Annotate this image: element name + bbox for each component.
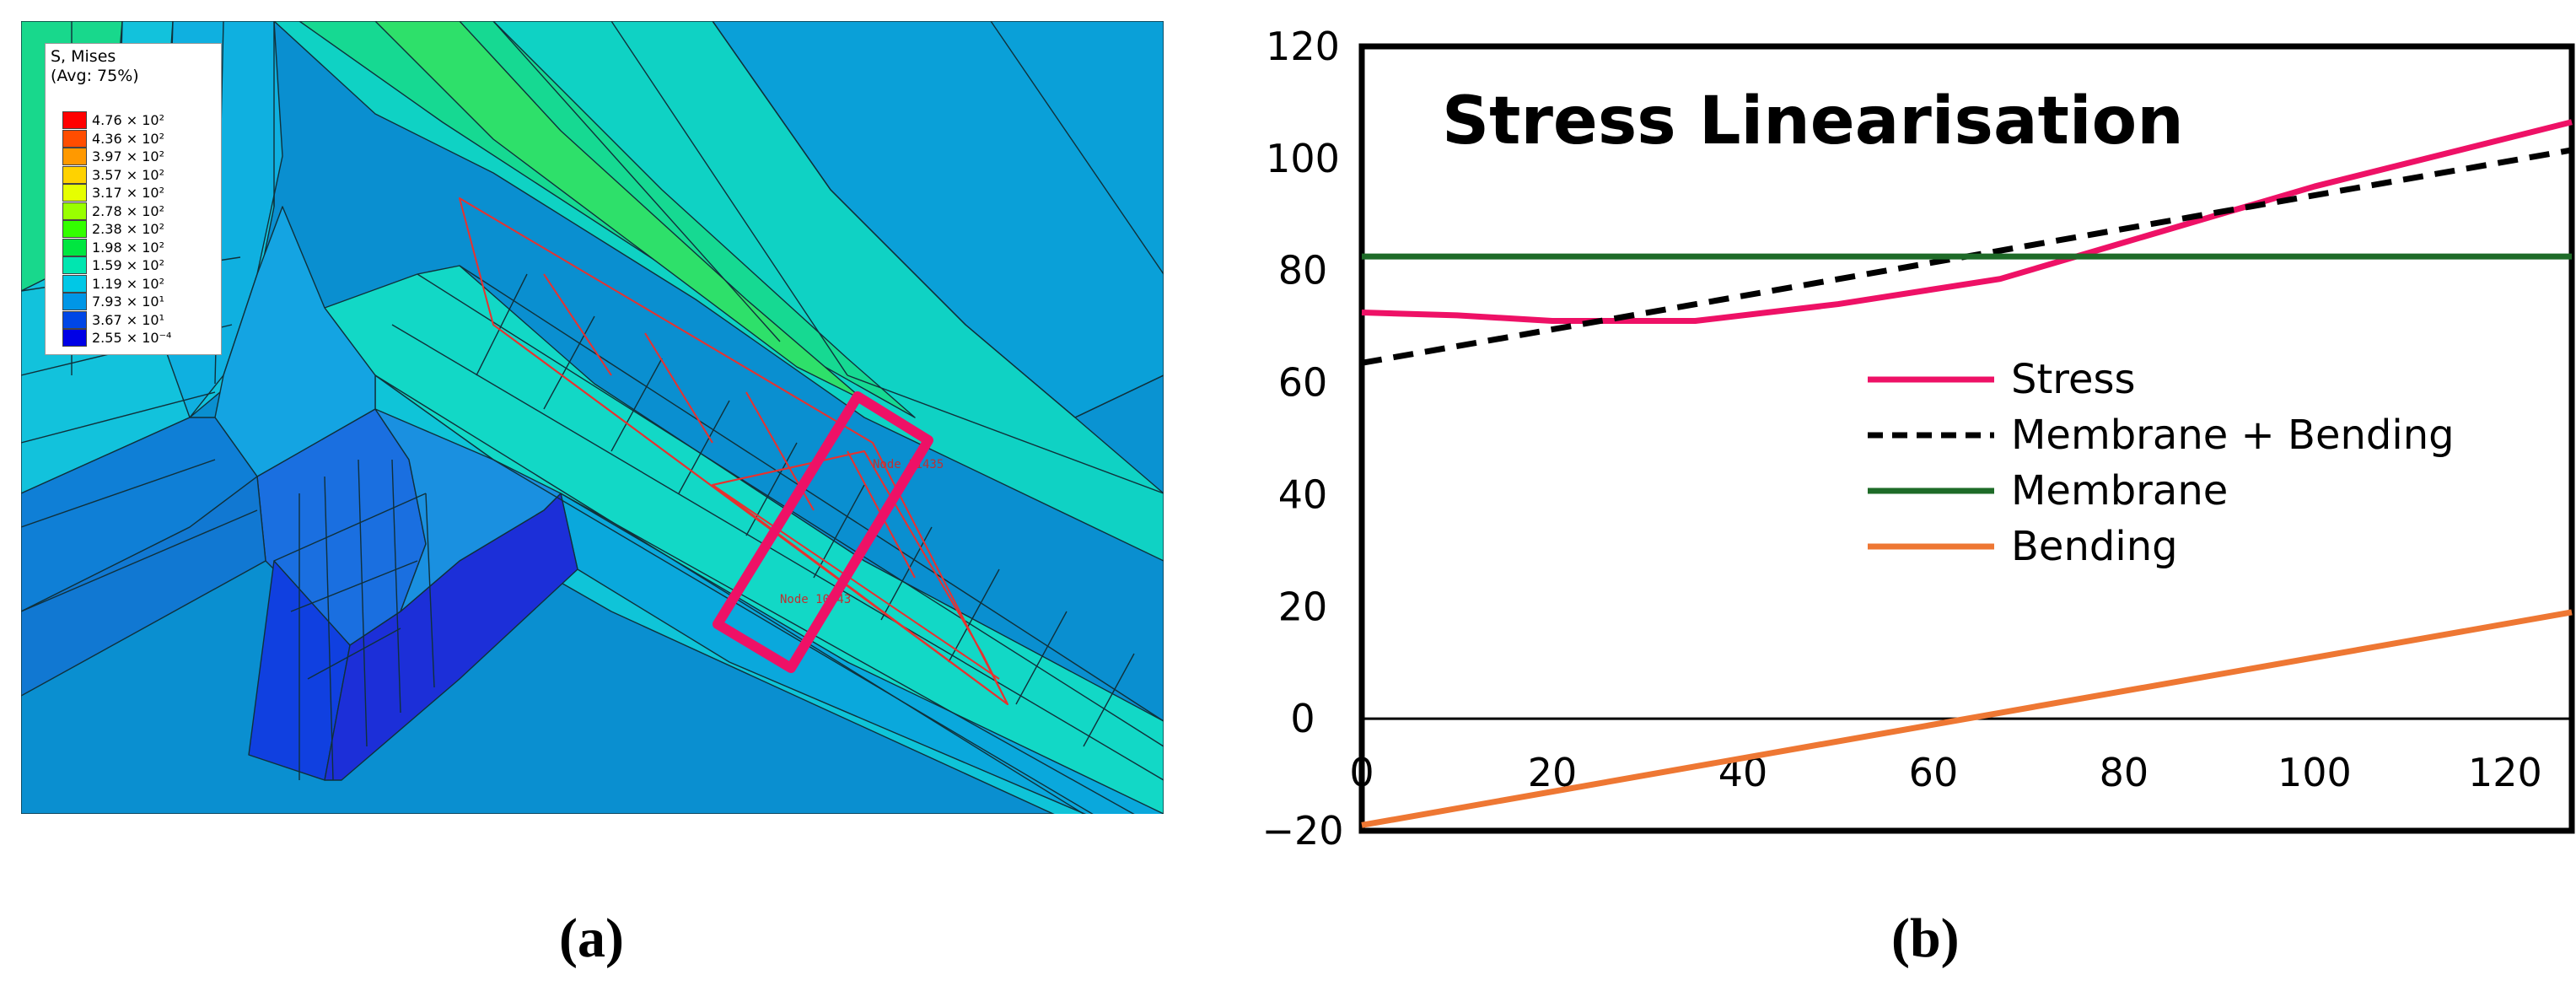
y-tick-label: 0 — [1290, 696, 1315, 741]
x-tick-label: 120 — [2468, 750, 2542, 795]
x-tick-label: 60 — [1909, 750, 1959, 795]
contour-legend-value: 3.97 × 10² — [92, 148, 164, 164]
contour-legend-title: S, Mises (Avg: 75%) — [51, 47, 139, 85]
legend-label: Membrane — [2011, 467, 2228, 514]
chart-legend: Stress Membrane + Bending Membrane Bending — [1868, 356, 2455, 570]
y-tick-label: −20 — [1261, 808, 1343, 854]
contour-legend-level: 3.17 × 10² — [62, 184, 214, 202]
y-tick-label: 80 — [1278, 248, 1328, 294]
contour-legend-level: 3.57 × 10² — [62, 165, 214, 184]
contour-legend-swatch — [62, 202, 87, 220]
contour-legend-value: 2.78 × 10² — [92, 202, 164, 219]
contour-legend-swatch — [62, 148, 87, 165]
contour-legend-swatch — [62, 293, 87, 310]
fea-panel: Node 11435 Node 10143 S, Mises (Avg: 75%… — [21, 21, 1164, 814]
contour-legend-value: 1.59 × 10² — [92, 257, 164, 273]
fea-contour-plot: Node 11435 Node 10143 — [21, 21, 1164, 814]
contour-legend-level: 3.67 × 10¹ — [62, 310, 214, 329]
contour-legend-value: 3.17 × 10² — [92, 185, 164, 201]
highlight-rectangle — [713, 391, 933, 673]
series-line-bending — [1361, 609, 2573, 828]
linearisation-path — [459, 197, 1008, 705]
mesh-left-bottom — [21, 476, 266, 697]
contour-legend-swatch — [62, 129, 87, 148]
contour-legend-level: 2.78 × 10² — [62, 202, 214, 220]
contour-legend-value: 1.19 × 10² — [92, 275, 164, 292]
y-tick-label: 60 — [1278, 360, 1328, 406]
y-tick-label: 100 — [1266, 136, 1340, 181]
x-tick-label: 100 — [2278, 750, 2352, 795]
x-axis-ticks: 0 20 40 60 80 100 120 — [1349, 750, 2541, 795]
contour-legend-value: 3.67 × 10¹ — [92, 311, 164, 328]
contour-legend-level: 1.98 × 10² — [62, 238, 214, 256]
contour-legend-value: 1.98 × 10² — [92, 239, 164, 256]
legend-label: Bending — [2011, 523, 2178, 570]
contour-legend-swatch — [62, 184, 87, 202]
mesh-web-lower — [374, 408, 562, 612]
contour-legend-value: 7.93 × 10¹ — [92, 294, 164, 310]
chart-title: Stress Linearisation — [1442, 83, 2184, 159]
contour-legend-swatch — [62, 329, 87, 347]
stress-linearisation-chart: −20 0 20 40 60 80 100 120 0 20 40 60 80 100 120 Stres… — [1261, 24, 2575, 854]
y-tick-label: 40 — [1278, 471, 1328, 517]
series-layer — [1361, 119, 2573, 828]
caption-b: (b) — [1891, 908, 1960, 969]
contour-legend-level: 7.93 × 10¹ — [62, 293, 214, 310]
x-tick-label: 80 — [2100, 750, 2149, 795]
plot-frame — [1358, 43, 2575, 834]
caption-a: (a) — [559, 908, 624, 969]
contour-legend-level: 2.55 × 10⁻⁴ — [62, 329, 214, 347]
contour-legend-swatch — [62, 256, 87, 274]
x-tick-label: 0 — [1349, 750, 1374, 795]
contour-legend-level: 4.36 × 10² — [62, 129, 214, 148]
legend-label: Stress — [2011, 356, 2136, 403]
contour-legend-swatch — [62, 310, 87, 329]
contour-legend-swatch — [62, 238, 87, 256]
y-tick-label: 120 — [1266, 24, 1340, 69]
contour-legend-value: 2.38 × 10² — [92, 221, 164, 237]
contour-legend: S, Mises (Avg: 75%) 4.76 × 10² 4.36 × 10²… — [45, 43, 222, 355]
chart-panel: −20 0 20 40 60 80 100 120 0 20 40 60 80 100 120 Stres… — [1214, 17, 2576, 869]
y-tick-label: 20 — [1278, 584, 1328, 629]
contour-legend-level: 1.19 × 10² — [62, 274, 214, 293]
contour-legend-swatch — [62, 111, 87, 129]
contour-legend-swatch — [62, 274, 87, 293]
contour-legend-value: 4.36 × 10² — [92, 130, 164, 147]
contour-legend-level: 3.97 × 10² — [62, 148, 214, 165]
contour-legend-value: 2.55 × 10⁻⁴ — [92, 330, 172, 346]
contour-legend-level: 1.59 × 10² — [62, 256, 214, 274]
legend-label: Membrane + Bending — [2011, 412, 2455, 459]
contour-legend-swatch — [62, 220, 87, 238]
y-axis-ticks: −20 0 20 40 60 80 100 120 — [1261, 24, 1343, 854]
contour-legend-value: 3.57 × 10² — [92, 166, 164, 183]
contour-legend-level: 2.38 × 10² — [62, 220, 214, 238]
contour-legend-level: 4.76 × 10² — [62, 111, 214, 129]
contour-legend-swatch — [62, 165, 87, 184]
contour-legend-value: 4.76 × 10² — [92, 112, 164, 128]
